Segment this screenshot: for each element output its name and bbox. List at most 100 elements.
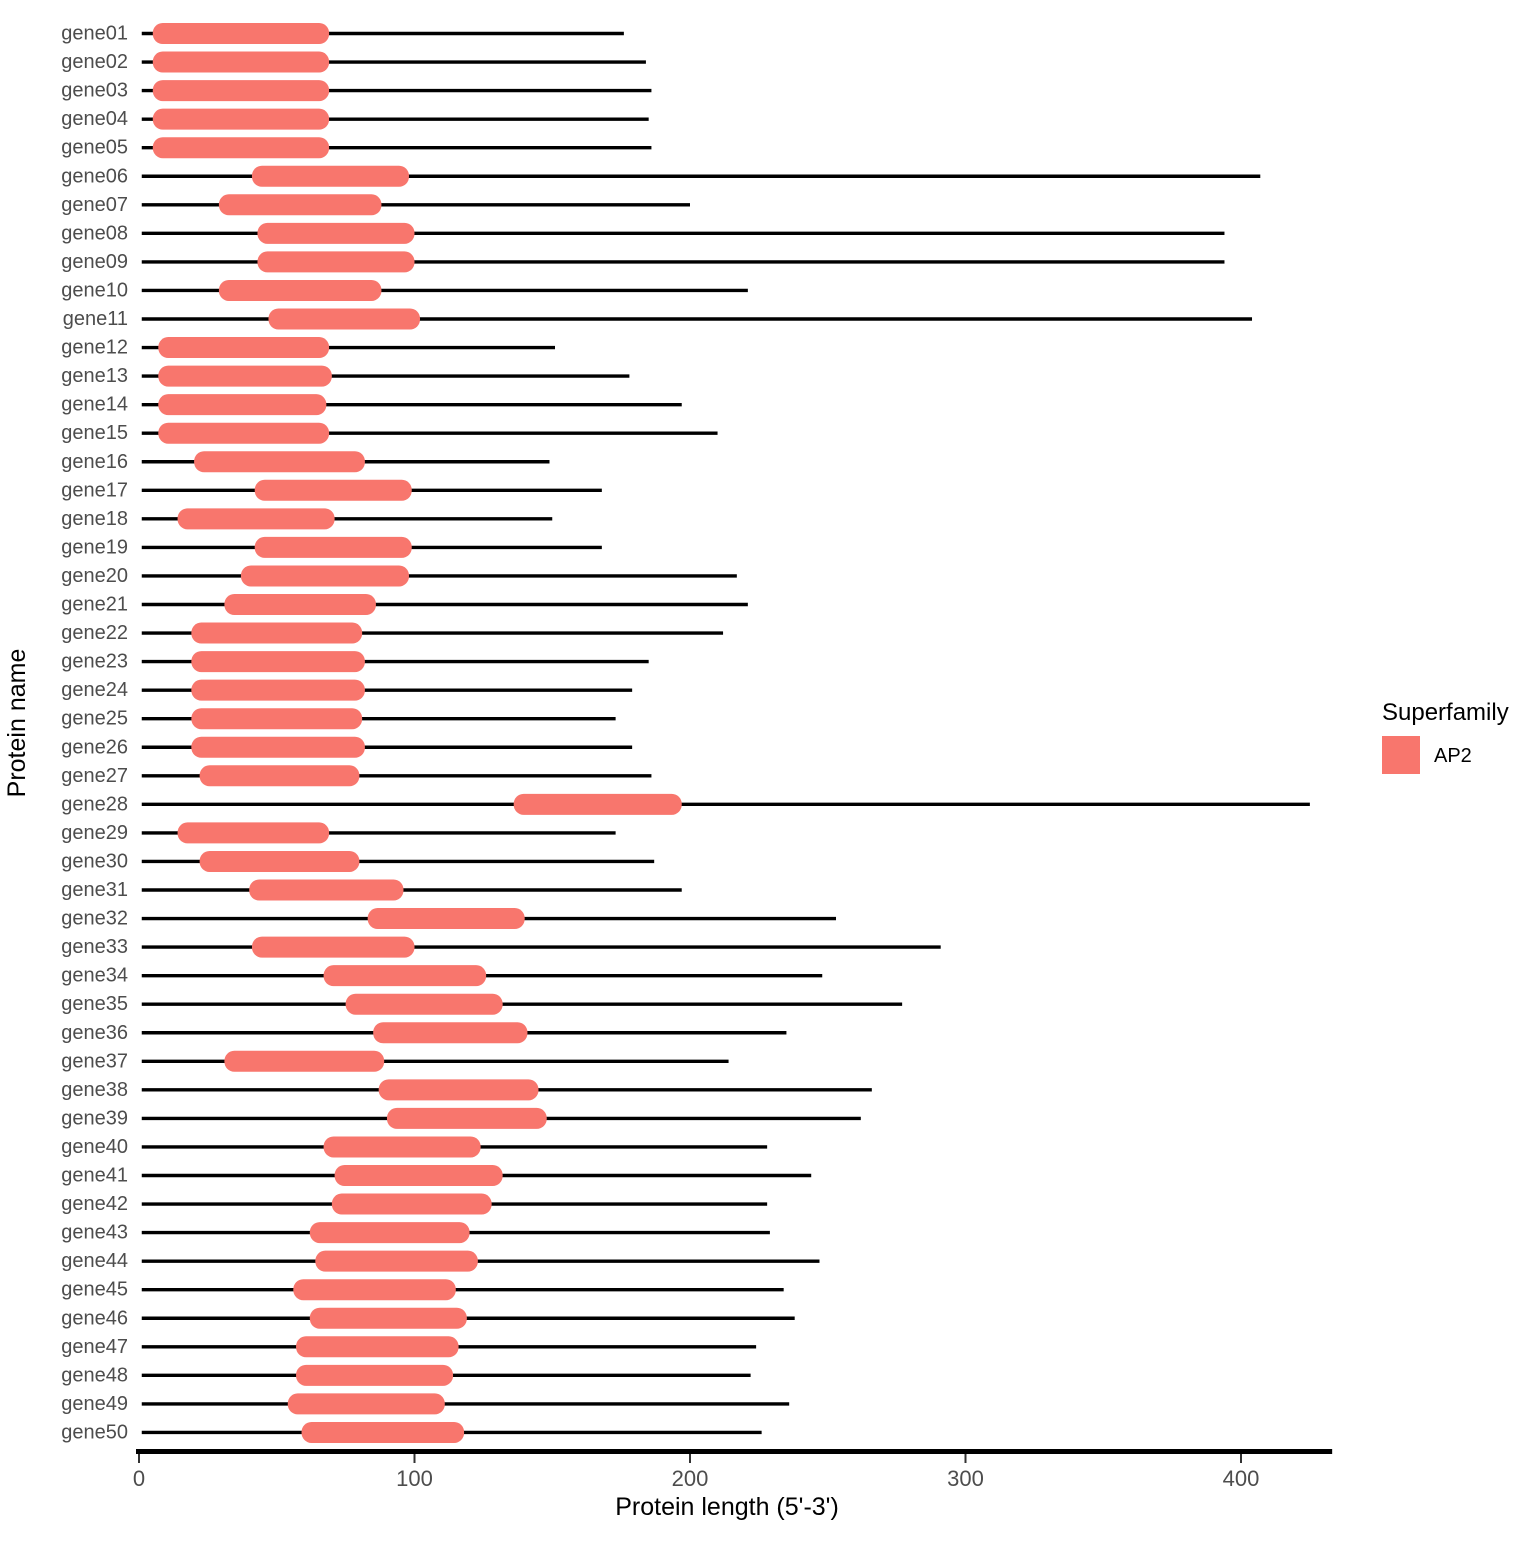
- domain-bar: [251, 165, 409, 187]
- domain-bar: [152, 80, 330, 102]
- gene-label: gene44: [61, 1250, 128, 1272]
- domain-bar: [296, 1364, 454, 1386]
- gene-row: gene37: [61, 1050, 729, 1072]
- gene-row: gene01: [61, 23, 624, 45]
- domain-bar: [315, 1250, 478, 1272]
- gene-label: gene04: [61, 108, 128, 130]
- gene-label: gene03: [61, 80, 128, 102]
- gene-row: gene31: [61, 879, 682, 901]
- gene-label: gene01: [61, 23, 128, 45]
- legend-title: Superfamily: [1382, 699, 1509, 726]
- x-axis-group: 0 100 200 300 400: [133, 1449, 1333, 1491]
- domain-bar: [378, 1079, 539, 1101]
- gene-row: gene10: [61, 279, 748, 301]
- gene-row: gene40: [61, 1136, 768, 1158]
- gene-row: gene28: [61, 793, 1310, 815]
- domain-bar: [224, 1050, 385, 1072]
- gene-row: gene20: [61, 565, 737, 587]
- gene-row: gene33: [61, 936, 941, 958]
- gene-row: gene03: [61, 80, 652, 102]
- gene-label: gene38: [61, 1079, 128, 1101]
- x-axis-tick-label: 300: [947, 1466, 984, 1491]
- gene-label: gene42: [61, 1193, 128, 1215]
- gene-label: gene23: [61, 651, 128, 673]
- gene-label: gene35: [61, 993, 128, 1015]
- gene-label: gene06: [61, 165, 128, 187]
- domain-bar: [152, 137, 330, 159]
- gene-label: gene07: [61, 194, 128, 216]
- gene-row: gene02: [61, 51, 646, 73]
- gene-label: gene15: [61, 422, 128, 444]
- domain-bar: [254, 479, 412, 501]
- gene-row: gene23: [61, 651, 649, 673]
- gene-row: gene11: [63, 308, 1253, 330]
- gene-row: gene25: [61, 708, 616, 730]
- gene-row: gene18: [61, 508, 553, 530]
- x-axis-tick-label: 400: [1223, 1466, 1260, 1491]
- domain-bar: [191, 622, 363, 644]
- domain-bar: [199, 850, 360, 872]
- gene-row: gene46: [61, 1307, 795, 1329]
- gene-label: gene11: [63, 308, 128, 330]
- domain-bar: [345, 993, 503, 1015]
- gene-label: gene26: [61, 736, 128, 758]
- gene-label: gene36: [61, 1022, 128, 1044]
- gene-label: gene37: [61, 1050, 128, 1072]
- gene-row: gene26: [61, 736, 633, 758]
- gene-label: gene21: [61, 594, 128, 616]
- x-axis-title: Protein length (5'-3'): [615, 1493, 839, 1521]
- legend: Superfamily AP2: [1382, 699, 1509, 774]
- gene-label: gene05: [61, 137, 128, 159]
- gene-row: gene29: [61, 822, 616, 844]
- gene-label: gene24: [61, 679, 128, 701]
- gene-label: gene12: [61, 337, 128, 359]
- domain-bar: [309, 1222, 470, 1244]
- domain-bar: [194, 451, 365, 473]
- domain-bar: [323, 965, 487, 987]
- gene-row: gene44: [61, 1250, 820, 1272]
- gene-row: gene17: [61, 479, 602, 501]
- domain-bar: [152, 108, 330, 130]
- domain-bar: [249, 879, 404, 901]
- gene-label: gene45: [61, 1279, 128, 1301]
- domain-bar: [191, 679, 365, 701]
- gene-row: gene38: [61, 1079, 872, 1101]
- gene-row: gene16: [61, 451, 550, 473]
- x-axis-tick-label: 200: [672, 1466, 709, 1491]
- gene-row: gene12: [61, 337, 556, 359]
- gene-row: gene47: [61, 1336, 757, 1358]
- domain-bar: [334, 1165, 503, 1186]
- gene-row: gene27: [61, 765, 652, 787]
- gene-label: gene48: [61, 1364, 128, 1386]
- gene-row: gene09: [61, 251, 1225, 273]
- gene-label: gene29: [61, 822, 128, 844]
- domain-bar: [386, 1107, 547, 1129]
- gene-row: gene42: [61, 1193, 768, 1215]
- x-axis-tick-label: 0: [133, 1466, 145, 1491]
- gene-label: gene27: [61, 765, 128, 787]
- domain-bar: [323, 1136, 481, 1158]
- domain-bar: [251, 936, 415, 958]
- gene-label: gene28: [61, 793, 128, 815]
- gene-label: gene50: [61, 1421, 128, 1443]
- gene-label: gene17: [61, 479, 128, 501]
- gene-row: gene07: [61, 194, 690, 216]
- domain-bar: [513, 793, 682, 815]
- gene-row: gene36: [61, 1022, 787, 1044]
- domain-bar: [199, 765, 360, 787]
- gene-row: gene14: [61, 394, 682, 416]
- gene-label: gene39: [61, 1107, 128, 1129]
- gene-label: gene13: [61, 365, 128, 387]
- gene-label: gene18: [61, 508, 128, 530]
- gene-label: gene43: [61, 1222, 128, 1244]
- domain-bar: [373, 1022, 528, 1044]
- gene-row: gene32: [61, 908, 837, 930]
- domain-bar: [158, 422, 330, 444]
- domain-bar: [254, 536, 412, 558]
- gene-label: gene41: [61, 1165, 128, 1187]
- gene-label: gene08: [61, 222, 128, 244]
- x-axis-line: [136, 1449, 1333, 1454]
- gene-label: gene20: [61, 565, 128, 587]
- domain-bar: [177, 508, 335, 530]
